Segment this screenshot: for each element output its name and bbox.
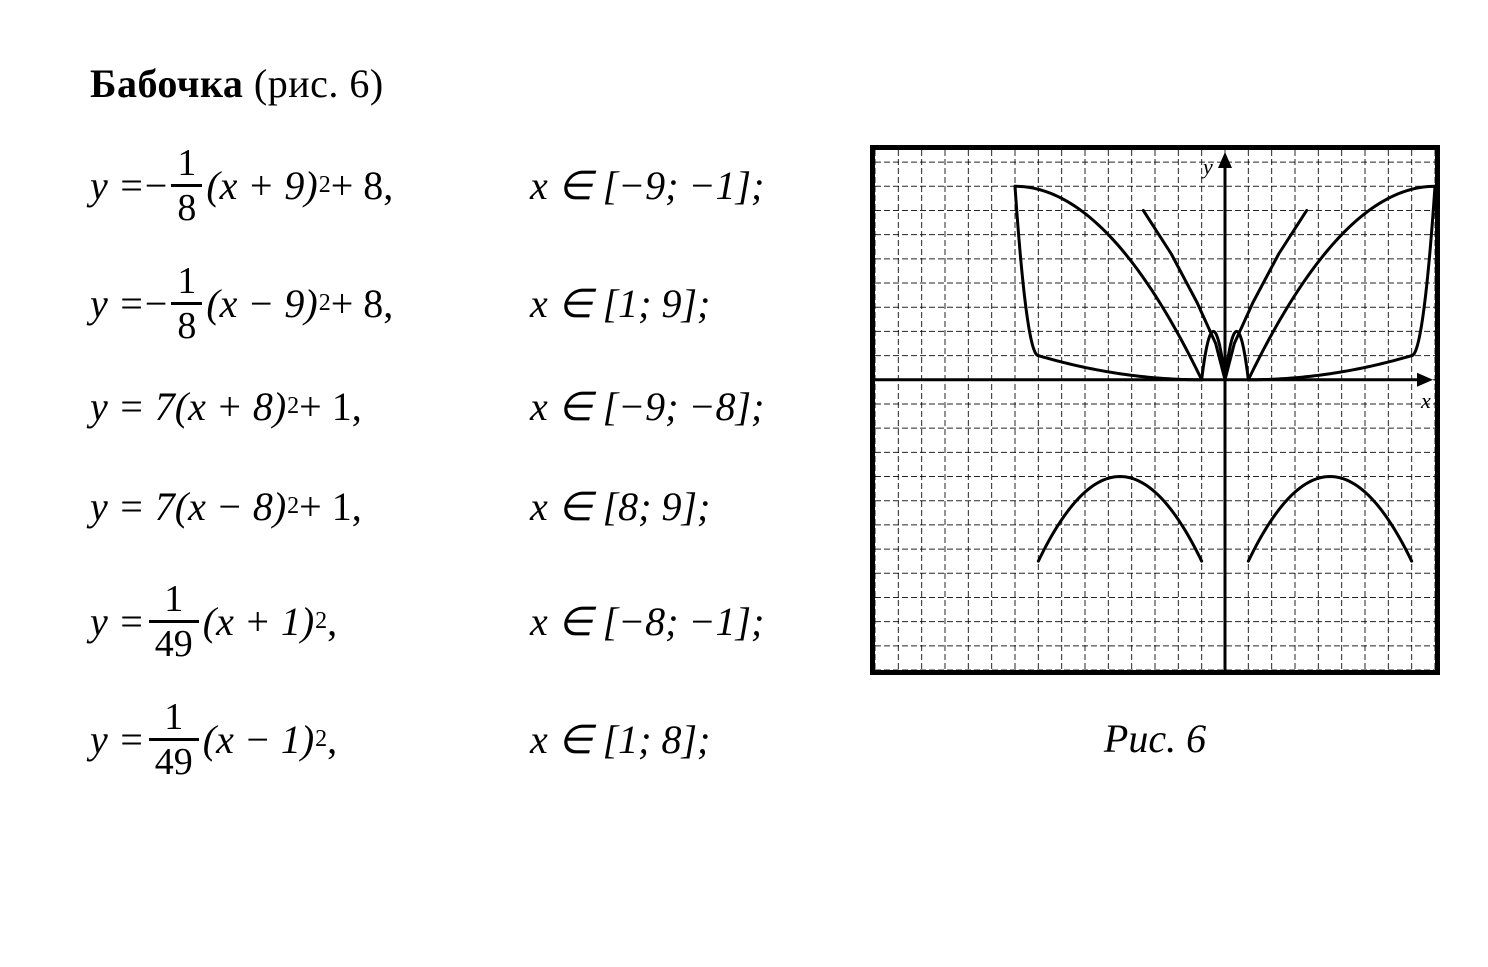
- equation-expression: y = 149(x − 1)2,: [90, 696, 500, 783]
- title-rest: (рис. 6): [243, 61, 383, 106]
- equation-expression: y = 7(x − 8)2 + 1,: [90, 483, 500, 530]
- equation-row: y = 149(x + 1)2, x ∈ [−8; −1];: [90, 571, 810, 671]
- title-bold: Бабочка: [90, 61, 243, 106]
- equation-row: y = 149(x − 1)2, x ∈ [1; 8];: [90, 689, 810, 789]
- page-title: Бабочка (рис. 6): [90, 60, 1438, 107]
- equation-row: y = −18(x + 9)2 + 8, x ∈ [−9; −1];: [90, 135, 810, 235]
- figure-column: xy Рис. 6: [870, 135, 1440, 762]
- equation-expression: y = 149(x + 1)2,: [90, 578, 500, 665]
- svg-text:y: y: [1201, 154, 1213, 179]
- equation-domain: x ∈ [8; 9];: [530, 483, 710, 530]
- svg-text:x: x: [1420, 388, 1431, 413]
- equation-domain: x ∈ [−9; −8];: [530, 383, 764, 430]
- figure-caption: Рис. 6: [1104, 715, 1206, 762]
- fraction: 149: [149, 578, 199, 665]
- equation-domain: x ∈ [1; 9];: [530, 280, 710, 327]
- figure-frame: xy: [870, 145, 1440, 675]
- equation-expression: y = 7(x + 8)2 + 1,: [90, 383, 500, 430]
- equation-expression: y = −18(x − 9)2 + 8,: [90, 260, 500, 347]
- fraction: 149: [149, 696, 199, 783]
- equation-domain: x ∈ [−9; −1];: [530, 162, 764, 209]
- equation-expression: y = −18(x + 9)2 + 8,: [90, 142, 500, 229]
- content-row: y = −18(x + 9)2 + 8,x ∈ [−9; −1];y = −18…: [90, 135, 1438, 807]
- fraction: 18: [171, 260, 202, 347]
- butterfly-plot: xy: [875, 150, 1435, 670]
- equation-domain: x ∈ [−8; −1];: [530, 598, 764, 645]
- equation-row: y = 7(x − 8)2 + 1, x ∈ [8; 9];: [90, 471, 810, 541]
- equation-domain: x ∈ [1; 8];: [530, 716, 710, 763]
- equations-list: y = −18(x + 9)2 + 8,x ∈ [−9; −1];y = −18…: [90, 135, 810, 807]
- fraction: 18: [171, 142, 202, 229]
- page-root: Бабочка (рис. 6) y = −18(x + 9)2 + 8, x ∈…: [0, 0, 1488, 967]
- equation-row: y = −18(x − 9)2 + 8, x ∈ [1; 9];: [90, 253, 810, 353]
- equation-row: y = 7(x + 8)2 + 1, x ∈ [−9; −8];: [90, 371, 810, 441]
